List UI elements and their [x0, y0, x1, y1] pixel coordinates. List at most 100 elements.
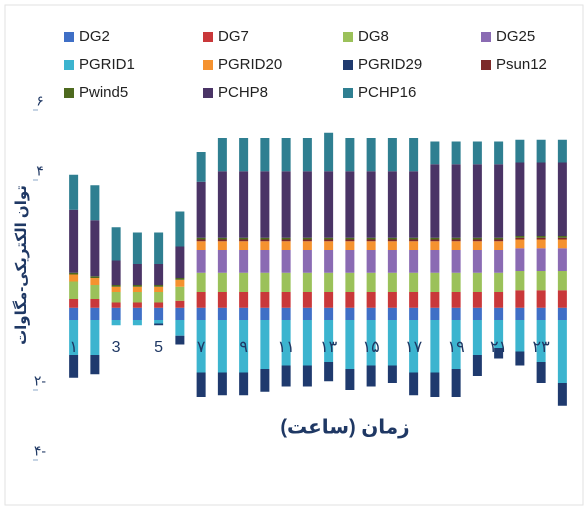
bar-segment — [69, 274, 79, 282]
bar-segment — [302, 320, 312, 366]
legend-label: PCHP8 — [218, 84, 268, 101]
bar-segment — [494, 292, 504, 308]
bar-segment — [536, 239, 546, 249]
bar-segment — [90, 276, 100, 278]
bar-segment — [132, 302, 142, 308]
bar-segment — [472, 237, 482, 240]
y-tick-label: ۴ — [36, 163, 44, 179]
bar-segment — [430, 141, 440, 165]
legend-swatch — [481, 60, 491, 70]
bar-segment — [196, 292, 206, 308]
bar-segment — [239, 292, 249, 308]
y-tick-label: ۲- — [34, 373, 47, 389]
bar-segment — [430, 292, 440, 308]
bar-segment — [557, 271, 567, 291]
bar-segment — [494, 241, 504, 250]
x-tick-label: ۱۹ — [448, 339, 465, 356]
legend-swatch — [343, 88, 353, 98]
bar-segment — [430, 164, 440, 238]
y-tick-label: ۴- — [34, 443, 47, 459]
bar-segment — [217, 250, 227, 273]
bar-segment — [472, 239, 482, 242]
x-tick-label: ۱۵ — [363, 339, 380, 356]
bar-segment — [239, 237, 249, 240]
bar-segment — [409, 241, 419, 250]
bar-segment — [451, 307, 461, 320]
bar-segment — [557, 239, 567, 249]
bar-segment — [387, 138, 397, 172]
bar-segment — [430, 320, 440, 373]
bar-segment — [451, 320, 461, 369]
bar-segment — [345, 292, 355, 308]
bar-segment — [217, 292, 227, 308]
bar-segment — [515, 351, 525, 366]
bar-segment — [217, 272, 227, 292]
bar-segment — [302, 138, 312, 172]
bar-segment — [281, 138, 291, 172]
bar-segment — [557, 290, 567, 308]
bar-segment — [154, 264, 164, 285]
legend-swatch — [481, 32, 491, 42]
bar-segment — [409, 272, 419, 292]
bar-segment — [366, 138, 376, 172]
bar-segment — [302, 241, 312, 250]
bar-segment — [451, 292, 461, 308]
bar-segment — [536, 320, 546, 362]
bar-segment — [196, 237, 206, 240]
x-tick-label: ۱۱ — [278, 339, 295, 356]
legend-label: DG7 — [218, 28, 249, 45]
bar-segment — [536, 139, 546, 163]
bar-segment — [472, 164, 482, 238]
bar-segment — [324, 250, 334, 273]
bar-segment — [90, 299, 100, 308]
bar-segment — [430, 250, 440, 273]
bar-segment — [494, 348, 504, 359]
bar-segment — [494, 164, 504, 238]
bar-segment — [430, 241, 440, 250]
bar-segment — [196, 307, 206, 320]
bar-segment — [132, 292, 142, 303]
legend-label: PCHP16 — [358, 84, 416, 101]
x-tick-label: ۱۷ — [405, 339, 423, 356]
bar-segment — [324, 272, 334, 292]
bar-segment — [175, 278, 185, 280]
bar-segment — [536, 237, 546, 240]
bar-segment — [557, 320, 567, 383]
bar-segment — [494, 307, 504, 320]
bar-segment — [387, 307, 397, 320]
bar-segment — [281, 250, 291, 273]
bar-segment — [239, 241, 249, 250]
bar-segment — [260, 250, 270, 273]
bar-segment — [324, 237, 334, 240]
bar-segment — [69, 174, 79, 210]
bar-segment — [472, 292, 482, 308]
x-tick-label: ۱۳ — [320, 339, 338, 356]
bar-segment — [154, 302, 164, 308]
bar-segment — [366, 307, 376, 320]
bar-segment — [515, 320, 525, 352]
bar-segment — [69, 299, 79, 308]
bar-segment — [196, 250, 206, 273]
bar-segment — [154, 285, 164, 287]
bar-segment — [451, 237, 461, 240]
bar-segment — [132, 285, 142, 287]
bar-segment — [260, 138, 270, 172]
legend-swatch — [203, 60, 213, 70]
bar-segment — [239, 239, 249, 242]
bar-segment — [239, 250, 249, 273]
bar-segment — [536, 236, 546, 238]
bar-segment — [111, 292, 121, 303]
bar-segment — [409, 372, 419, 396]
bar-segment — [557, 236, 567, 238]
bar-segment — [387, 241, 397, 250]
bar-segment — [154, 292, 164, 303]
bar-segment — [302, 239, 312, 242]
bar-segment — [451, 369, 461, 397]
bar-segment — [536, 362, 546, 383]
bar-segment — [515, 271, 525, 291]
bar-segment — [345, 250, 355, 273]
bar-segment — [302, 292, 312, 308]
legend-swatch — [64, 88, 74, 98]
bar-segment — [154, 286, 164, 292]
bar-segment — [557, 383, 567, 406]
